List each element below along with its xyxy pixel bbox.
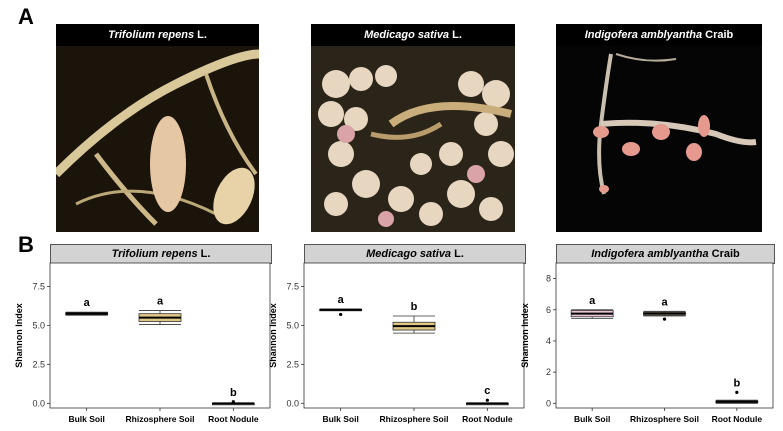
significance-letter: a: [157, 296, 164, 308]
chart-medicago: Medicago sativa L. 0.0 2.5 5.0 7.5 Shannon I…: [262, 244, 532, 431]
x-tick-label: Root Nodule: [208, 414, 259, 424]
plot-area: [49, 262, 271, 409]
y-tick-label: 7.5: [32, 281, 45, 291]
y-tick-label: 0.0: [32, 398, 45, 408]
panel-label-b: B: [18, 232, 34, 257]
chart-canvas: 0.0 2.5 5.0 7.5 Shannon Index Bulk Soil Rhizos…: [14, 262, 271, 424]
y-axis-label: Shannon Index: [268, 303, 278, 368]
plot-area: [555, 262, 774, 409]
significance-letter: a: [589, 295, 596, 307]
outlier-point: [485, 398, 489, 402]
significance-letter: a: [338, 294, 345, 306]
significance-letter: b: [230, 387, 237, 399]
y-tick-label: 0.0: [286, 398, 299, 408]
outlier-point: [231, 400, 235, 404]
y-tick-label: 2.5: [32, 359, 45, 369]
y-tick-label: 2.5: [286, 359, 299, 369]
indigofera-nodule-image: [556, 46, 762, 232]
photo-title: Trifolium repens L.: [56, 24, 259, 46]
photo-trifolium: Trifolium repens L.: [56, 24, 259, 232]
y-tick-label: 2: [546, 367, 551, 377]
outlier-point: [339, 312, 343, 317]
y-tick-label: 0: [546, 398, 551, 408]
medicago-nodule-image: [311, 46, 515, 232]
y-axis-label: Shannon Index: [14, 303, 24, 368]
y-tick-label: 8: [546, 274, 551, 284]
x-tick-label: Bulk Soil: [322, 414, 358, 424]
chart-indigofera: Indigofera amblyantha Craib 0 2 4 6 8 Shannon…: [520, 244, 783, 431]
trifolium-nodule-image: [56, 46, 259, 232]
photo-medicago: Medicago sativa L.: [311, 24, 515, 232]
y-tick-label: 5.0: [286, 320, 299, 330]
y-tick-label: 4: [546, 336, 551, 346]
photo-title: Medicago sativa L.: [311, 24, 515, 46]
y-tick-label: 7.5: [286, 281, 299, 291]
panel-label-a: A: [18, 4, 34, 29]
photo-title: Indigofera amblyantha Craib: [556, 24, 762, 46]
chart-title: Indigofera amblyantha Craib: [556, 244, 775, 264]
x-tick-label: Rhizosphere Soil: [380, 414, 449, 424]
chart-canvas: 0.0 2.5 5.0 7.5 Shannon Index Bulk Soil Rhizos…: [268, 262, 525, 424]
x-tick-label: Rhizosphere Soil: [630, 414, 699, 424]
y-tick-label: 6: [546, 305, 551, 315]
y-axis-label: Shannon Index: [520, 303, 530, 368]
chart-trifolium: Trifolium repens L. 0.0 2.5 5.0 7.5 Shannon …: [0, 244, 280, 431]
significance-letter: b: [733, 377, 740, 389]
significance-letter: b: [411, 301, 418, 313]
outlier-point: [662, 317, 667, 321]
x-tick-label: Root Nodule: [462, 414, 513, 424]
chart-canvas: 0 2 4 6 8 Shannon Index Bulk Soil Rhizosphere S…: [520, 262, 774, 424]
significance-letter: c: [484, 385, 490, 397]
significance-letter: a: [84, 297, 91, 309]
y-tick-label: 5.0: [32, 320, 45, 330]
x-tick-label: Rhizosphere Soil: [126, 414, 195, 424]
x-tick-label: Bulk Soil: [574, 414, 610, 424]
photo-indigofera: Indigofera amblyantha Craib: [556, 24, 762, 232]
outlier-point: [735, 390, 739, 395]
x-tick-label: Root Nodule: [712, 414, 763, 424]
x-tick-label: Bulk Soil: [68, 414, 104, 424]
significance-letter: a: [661, 296, 668, 308]
plot-area: [303, 262, 525, 409]
